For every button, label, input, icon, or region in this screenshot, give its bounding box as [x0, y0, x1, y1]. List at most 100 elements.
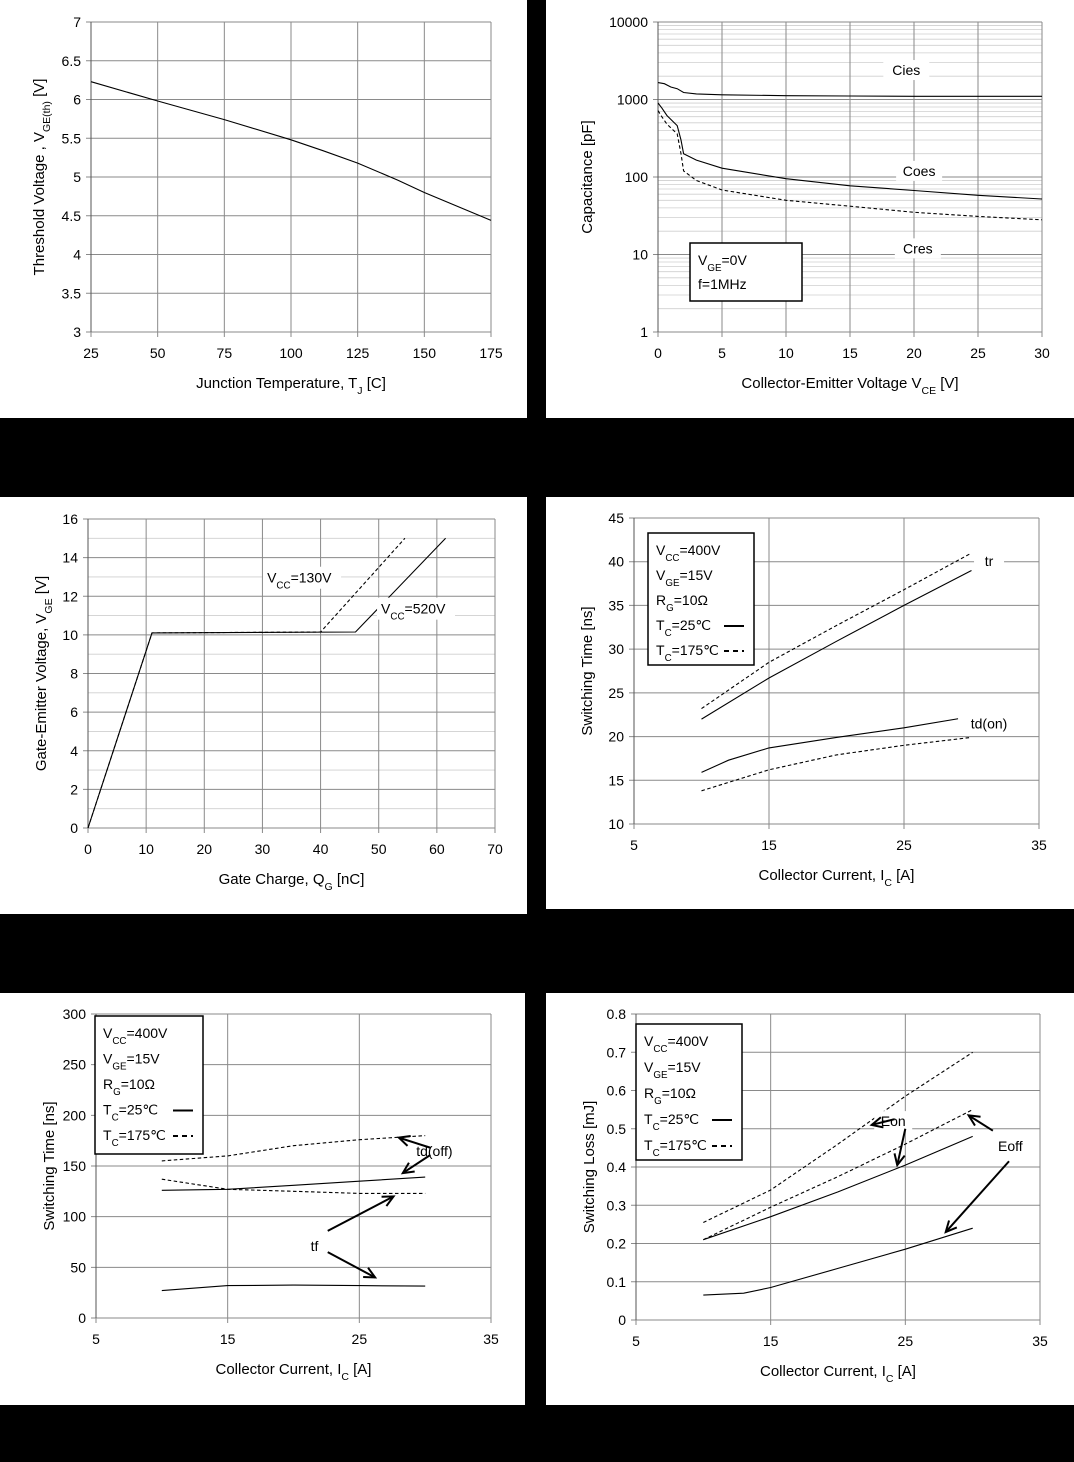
- y-tick-label: 0: [70, 820, 78, 836]
- label-background: [896, 160, 943, 181]
- x-tick-label: 35: [483, 1331, 499, 1347]
- label-background: [377, 597, 456, 620]
- y-axis-title: Gate-Emitter Voltage, VGE [V]: [33, 576, 55, 771]
- y-tick-label: 250: [63, 1057, 87, 1073]
- y-tick-label: 0.8: [607, 1006, 627, 1022]
- y-tick-label: 2: [70, 781, 78, 797]
- x-tick-label: 20: [906, 345, 922, 361]
- annotation-arrow: [869, 1116, 895, 1129]
- y-tick-label: 35: [608, 597, 624, 613]
- legend-entry: VGE=15V: [644, 1059, 701, 1081]
- tick-labels: 0 50 100 150 200 250 300 5 15 25 35: [63, 1006, 499, 1347]
- y-tick-label: 40: [608, 554, 624, 570]
- series-line-tf-175c: [161, 1178, 426, 1194]
- x-tick-label: 5: [92, 1331, 100, 1347]
- y-tick-label: 4: [73, 247, 81, 263]
- y-tick-label: 300: [63, 1006, 87, 1022]
- annotation-arrow: [400, 1154, 431, 1175]
- legend-entry: TC=175℃: [644, 1137, 707, 1159]
- curve-label: tr: [985, 553, 994, 569]
- tick-labels: 0 2 4 6 8 10 12 14 16 0 10 20 30 40 50 60 70: [62, 511, 503, 857]
- series-group: [90, 81, 492, 221]
- legend-entry: VGE=15V: [103, 1051, 160, 1073]
- label-background: [958, 713, 1021, 734]
- chart-panel-capacitance: 1 10 100 1000 10000 0 5 10 15 20 25 30 Collector-Emi…: [546, 0, 1074, 418]
- y-tick-label: 1000: [617, 92, 648, 108]
- series-line-coes: [657, 102, 1043, 200]
- legend-entry: VGE=15V: [656, 567, 713, 589]
- legend-entry: TC=25℃: [644, 1111, 699, 1133]
- tick-labels: 3 3.5 4 4.5 5 5.5 6 6.5 7 25 50 75 100 125 150 175: [62, 14, 503, 361]
- curve-label: Eon: [881, 1113, 906, 1129]
- y-tick-label: 10: [62, 627, 78, 643]
- x-tick-label: 5: [630, 837, 638, 853]
- legend-box: VCC=400V VGE=15V RG=10Ω TC=25℃ TC=175℃: [635, 1023, 743, 1161]
- y-axis-title: Threshold Voltage , VGE(th) [V]: [31, 79, 53, 276]
- y-tick-label: 16: [62, 511, 78, 527]
- y-tick-label: 20: [608, 729, 624, 745]
- y-tick-label: 0.7: [607, 1044, 627, 1060]
- x-tick-label: 100: [279, 345, 303, 361]
- x-tick-label: 75: [217, 345, 233, 361]
- x-axis-title: Collector-Emitter Voltage VCE [V]: [741, 375, 958, 397]
- chart-panel-switching-loss: 0 0.1 0.2 0.3 0.4 0.5 0.6 0.7 0.8 5 15 25 35 Collecto…: [546, 993, 1074, 1405]
- x-tick-label: 15: [761, 837, 777, 853]
- x-tick-label: 5: [632, 1333, 640, 1349]
- series-group: [161, 1135, 426, 1292]
- x-tick-label: 5: [718, 345, 726, 361]
- legend-box: VCC=400V VGE=15V RG=10Ω TC=25℃ TC=175℃: [94, 1015, 204, 1155]
- series-group: [657, 82, 1043, 221]
- curve-label: tf: [311, 1238, 319, 1254]
- x-tick-label: 25: [970, 345, 986, 361]
- x-tick-label: 15: [220, 1331, 236, 1347]
- tick-labels: 1 10 100 1000 10000 0 5 10 15 20 25 30: [609, 14, 1050, 361]
- legend-entry: TC=25℃: [103, 1102, 158, 1124]
- x-tick-label: 10: [778, 345, 794, 361]
- y-tick-label: 0: [78, 1310, 86, 1326]
- series-line-td-off-25c: [161, 1176, 426, 1191]
- y-tick-label: 5.5: [62, 130, 82, 146]
- label-background: [974, 550, 1005, 571]
- y-tick-label: 0.2: [607, 1236, 627, 1252]
- y-tick-label: 200: [63, 1107, 87, 1123]
- legend-entry: VCC=400V: [103, 1025, 168, 1047]
- x-tick-label: 30: [1034, 345, 1050, 361]
- x-axis-title: Collector Current, IC [A]: [760, 1363, 916, 1385]
- x-tick-label: 30: [255, 841, 271, 857]
- y-tick-label: 45: [608, 510, 624, 526]
- y-tick-label: 3.5: [62, 285, 82, 301]
- x-tick-label: 60: [429, 841, 445, 857]
- y-tick-label: 10000: [609, 14, 648, 30]
- x-tick-label: 20: [196, 841, 212, 857]
- label-background: [894, 238, 941, 259]
- y-tick-label: 0.1: [607, 1274, 627, 1290]
- legend-entry: TC=175℃: [103, 1127, 166, 1149]
- y-tick-label: 5: [73, 169, 81, 185]
- annotation-arrow: [396, 1134, 431, 1149]
- chart-panel-switching-time-off: 0 50 100 150 200 250 300 5 15 25 35 Collector Curre…: [0, 993, 525, 1405]
- series-line-eon-25c: [703, 1135, 973, 1241]
- legend-entry: RG=10Ω: [656, 592, 708, 614]
- x-tick-label: 150: [413, 345, 437, 361]
- x-axis-title: Collector Current, IC [A]: [759, 867, 915, 889]
- legend-entry: f=1MHz: [698, 276, 747, 292]
- curve-label: Cres: [903, 240, 933, 256]
- x-tick-label: 50: [150, 345, 166, 361]
- x-tick-label: 15: [842, 345, 858, 361]
- x-tick-label: 25: [898, 1333, 914, 1349]
- y-tick-label: 12: [62, 588, 78, 604]
- y-tick-label: 10: [608, 816, 624, 832]
- x-tick-label: 35: [1032, 1333, 1048, 1349]
- y-tick-label: 15: [608, 772, 624, 788]
- tick-labels: 10 15 20 25 30 35 40 45 5 15 25 35: [608, 510, 1047, 853]
- annotation-arrow: [944, 1160, 1010, 1234]
- series-line-vge-th-: [90, 81, 492, 221]
- curve-label: VCC=130V: [267, 570, 332, 592]
- y-tick-label: 100: [63, 1209, 87, 1225]
- y-tick-label: 0.3: [607, 1197, 627, 1213]
- grid: [86, 21, 492, 337]
- label-background: [263, 566, 342, 589]
- label-background: [874, 1111, 913, 1132]
- x-tick-label: 70: [487, 841, 503, 857]
